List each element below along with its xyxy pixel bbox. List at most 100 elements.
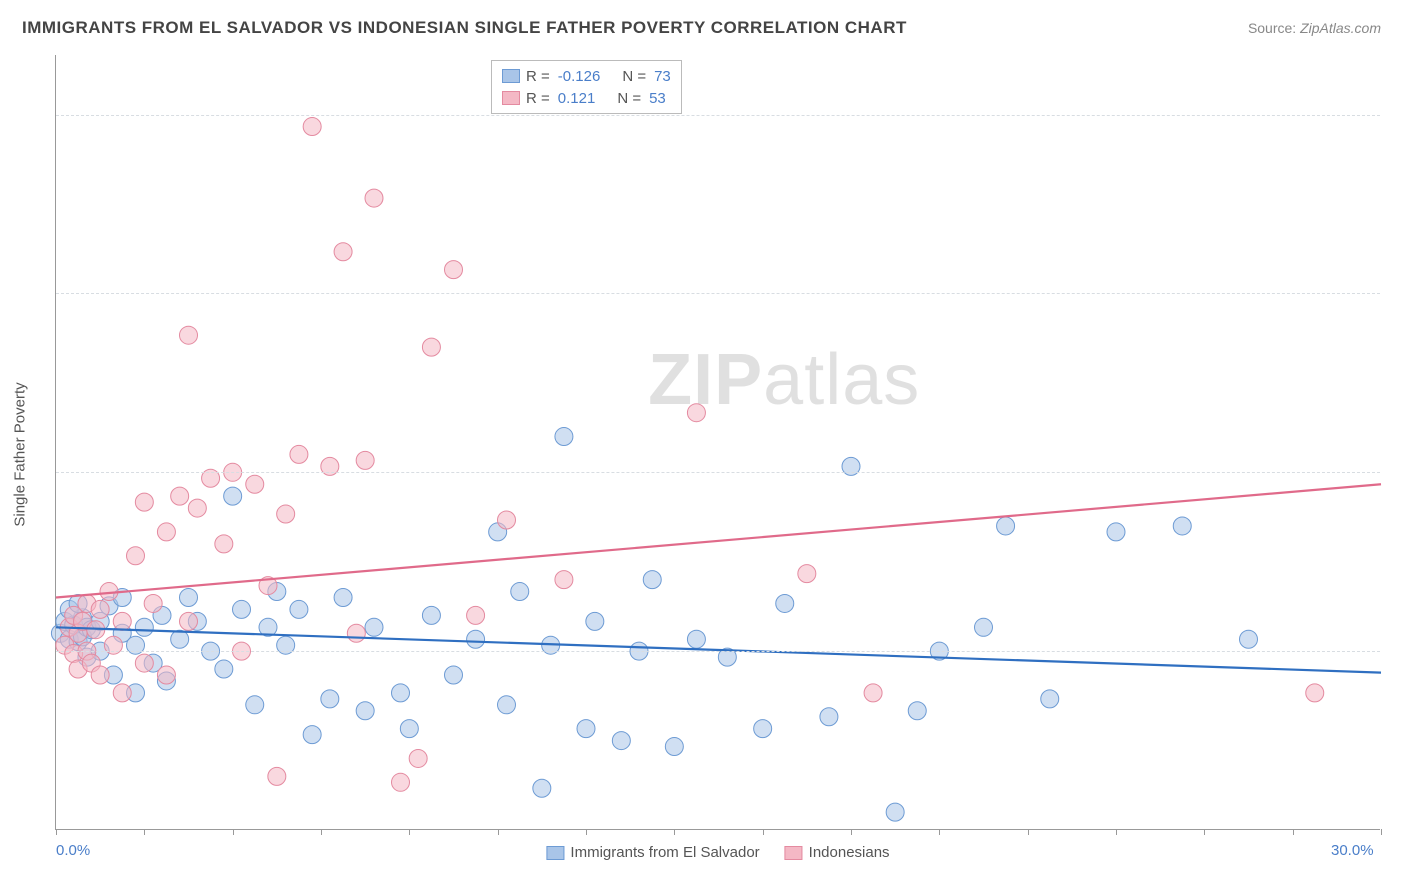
data-point — [612, 732, 630, 750]
series-label-1: Indonesians — [809, 844, 890, 861]
x-tick-mark — [498, 829, 499, 835]
x-tick-mark — [1204, 829, 1205, 835]
data-point — [555, 428, 573, 446]
x-tick-mark — [409, 829, 410, 835]
series-label-0: Immigrants from El Salvador — [570, 844, 759, 861]
y-axis-title: Single Father Poverty — [12, 382, 29, 526]
data-point — [754, 720, 772, 738]
data-point — [135, 654, 153, 672]
data-point — [687, 630, 705, 648]
data-point — [498, 696, 516, 714]
data-point — [555, 571, 573, 589]
data-point — [91, 666, 109, 684]
data-point — [246, 696, 264, 714]
x-tick-mark — [939, 829, 940, 835]
x-tick-mark — [1116, 829, 1117, 835]
legend-n-val-0: 73 — [654, 68, 671, 85]
data-point — [586, 612, 604, 630]
source-value: ZipAtlas.com — [1300, 20, 1381, 36]
data-point — [820, 708, 838, 726]
x-tick-mark — [586, 829, 587, 835]
x-tick-mark — [851, 829, 852, 835]
data-point — [277, 505, 295, 523]
data-point — [422, 606, 440, 624]
data-point — [246, 475, 264, 493]
legend-n-label-1: N = — [617, 90, 641, 107]
legend-r-label-0: R = — [526, 68, 550, 85]
gridline — [56, 651, 1380, 652]
data-point — [144, 594, 162, 612]
legend-n-val-1: 53 — [649, 90, 666, 107]
trend-line — [56, 484, 1381, 597]
data-point — [665, 738, 683, 756]
x-tick-mark — [763, 829, 764, 835]
source-attribution: Source: ZipAtlas.com — [1248, 20, 1381, 36]
data-point — [215, 660, 233, 678]
series-legend: Immigrants from El Salvador Indonesians — [546, 844, 889, 861]
data-point — [135, 493, 153, 511]
data-point — [356, 451, 374, 469]
data-point — [687, 404, 705, 422]
data-point — [365, 618, 383, 636]
data-point — [798, 565, 816, 583]
x-tick-mark — [1381, 829, 1382, 835]
data-point — [171, 630, 189, 648]
legend-swatch-1 — [502, 91, 520, 105]
x-tick-label: 30.0% — [1331, 842, 1374, 859]
data-point — [1240, 630, 1258, 648]
data-point — [886, 803, 904, 821]
legend-swatch-0 — [502, 69, 520, 83]
data-point — [392, 684, 410, 702]
series-swatch-0 — [546, 846, 564, 860]
data-point — [180, 589, 198, 607]
data-point — [908, 702, 926, 720]
y-tick-label: 15.0% — [1387, 643, 1406, 660]
data-point — [467, 606, 485, 624]
source-label: Source: — [1248, 20, 1300, 36]
plot-area: ZIPatlas R = -0.126 N = 73 R = 0.121 N =… — [55, 55, 1380, 830]
data-point — [290, 445, 308, 463]
data-point — [409, 749, 427, 767]
legend-n-label-0: N = — [622, 68, 646, 85]
x-tick-mark — [144, 829, 145, 835]
series-legend-item-1: Indonesians — [785, 844, 890, 861]
data-point — [864, 684, 882, 702]
data-point — [334, 589, 352, 607]
data-point — [422, 338, 440, 356]
data-point — [577, 720, 595, 738]
x-tick-mark — [1028, 829, 1029, 835]
data-point — [180, 612, 198, 630]
trend-line — [56, 627, 1381, 672]
x-tick-label: 0.0% — [56, 842, 90, 859]
data-point — [233, 600, 251, 618]
data-point — [400, 720, 418, 738]
legend-row-0: R = -0.126 N = 73 — [502, 65, 671, 87]
series-legend-item-0: Immigrants from El Salvador — [546, 844, 759, 861]
data-point — [445, 261, 463, 279]
legend-row-1: R = 0.121 N = 53 — [502, 87, 671, 109]
x-tick-mark — [1293, 829, 1294, 835]
data-point — [157, 666, 175, 684]
data-point — [303, 118, 321, 136]
data-point — [171, 487, 189, 505]
legend-r-label-1: R = — [526, 90, 550, 107]
y-tick-label: 30.0% — [1387, 464, 1406, 481]
y-tick-label: 45.0% — [1387, 285, 1406, 302]
data-point — [347, 624, 365, 642]
legend-r-val-0: -0.126 — [558, 68, 601, 85]
gridline — [56, 472, 1380, 473]
data-point — [445, 666, 463, 684]
x-tick-mark — [674, 829, 675, 835]
data-point — [135, 618, 153, 636]
data-point — [268, 767, 286, 785]
data-point — [365, 189, 383, 207]
data-point — [511, 583, 529, 601]
gridline — [56, 293, 1380, 294]
data-point — [392, 773, 410, 791]
data-point — [113, 684, 131, 702]
data-point — [91, 600, 109, 618]
data-point — [643, 571, 661, 589]
y-tick-label: 60.0% — [1387, 106, 1406, 123]
data-point — [776, 594, 794, 612]
chart-svg — [56, 55, 1380, 829]
